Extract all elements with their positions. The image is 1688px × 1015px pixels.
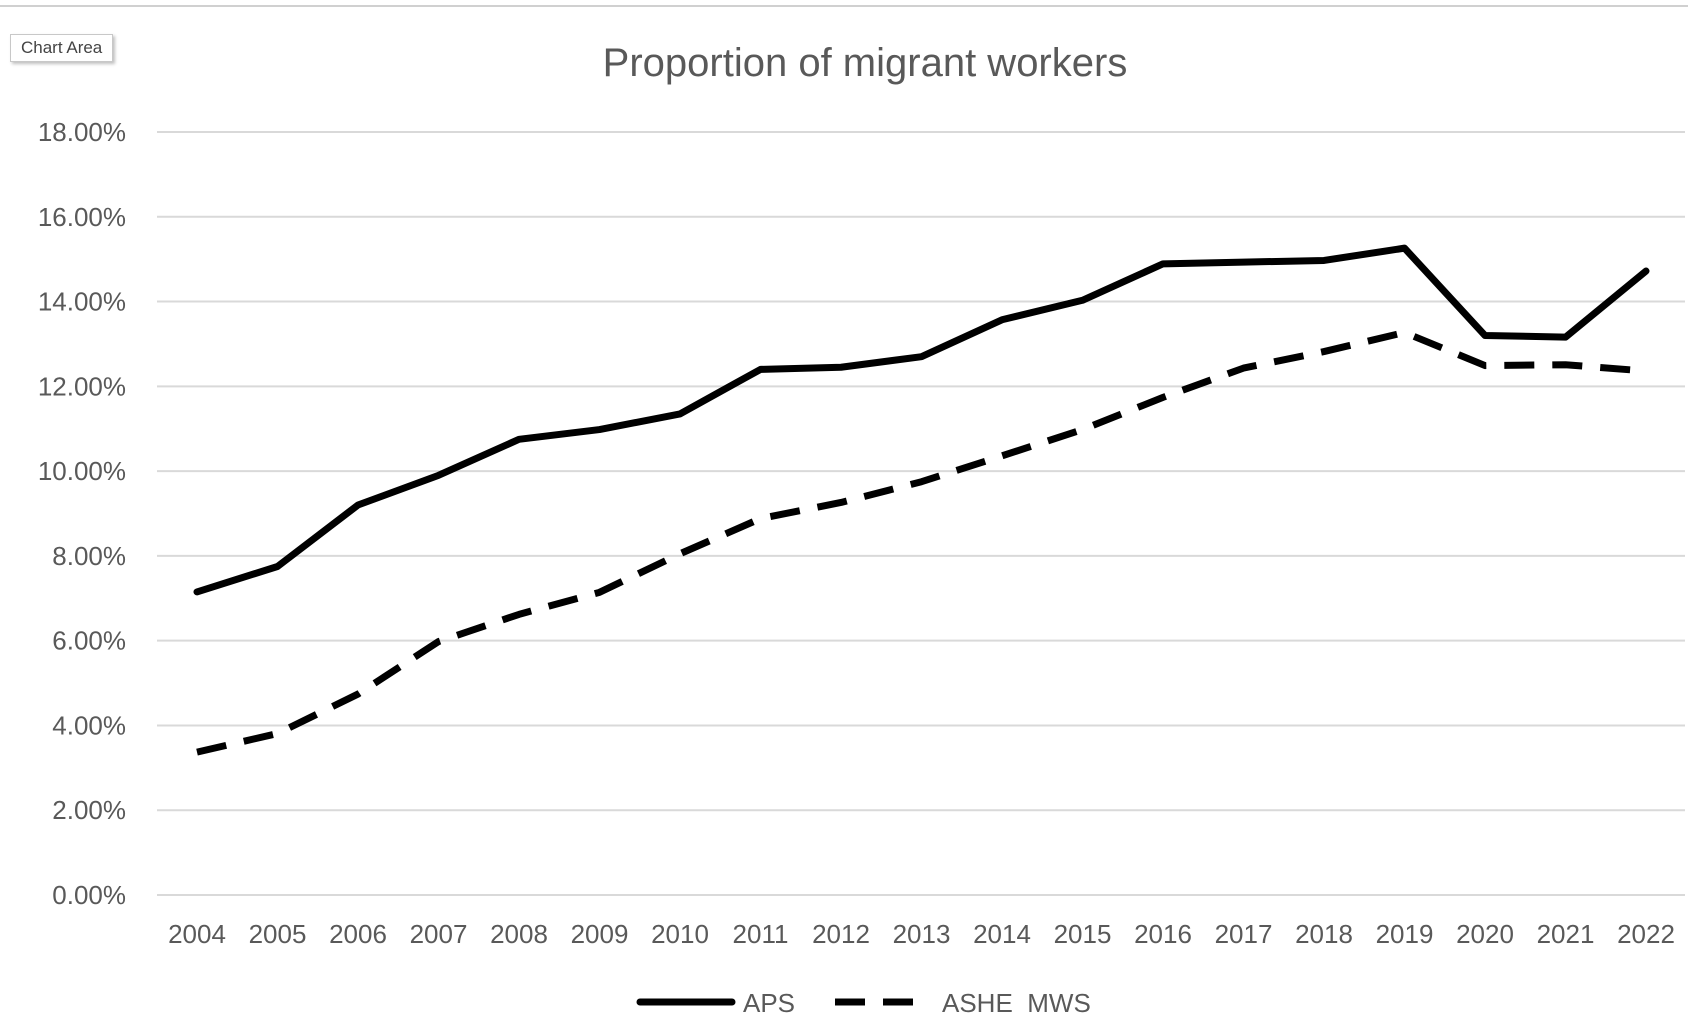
x-tick-label: 2014 — [973, 919, 1031, 949]
x-tick-label: 2011 — [733, 919, 789, 949]
y-axis-tick-labels: 0.00% 2.00% 4.00% 6.00% 8.00% 10.00% 12.00% 14.… — [38, 117, 126, 910]
x-tick-label: 2015 — [1054, 919, 1112, 949]
x-tick-label: 2018 — [1295, 919, 1353, 949]
x-tick-label: 2013 — [893, 919, 951, 949]
y-tick-label: 12.00% — [38, 371, 126, 401]
y-tick-label: 14.00% — [38, 287, 126, 317]
legend-label-ashe-mws: ASHE_MWS — [942, 988, 1091, 1015]
y-tick-label: 0.00% — [52, 880, 126, 910]
x-tick-label: 2009 — [571, 919, 629, 949]
x-tick-label: 2010 — [651, 919, 709, 949]
y-tick-label: 18.00% — [38, 117, 126, 147]
x-tick-label: 2021 — [1537, 919, 1595, 949]
y-tick-label: 4.00% — [52, 710, 126, 740]
gridlines — [157, 131, 1685, 896]
series-line-aps[interactable] — [193, 244, 1650, 596]
y-tick-label: 2.00% — [52, 795, 126, 825]
x-tick-label: 2017 — [1215, 919, 1273, 949]
y-tick-label: 10.00% — [38, 456, 126, 486]
x-tick-label: 2019 — [1376, 919, 1434, 949]
x-tick-label: 2012 — [812, 919, 870, 949]
y-tick-label: 8.00% — [52, 541, 126, 571]
x-tick-label: 2008 — [490, 919, 548, 949]
series-line-ashe-mws[interactable] — [196, 328, 1647, 756]
x-tick-label: 2006 — [329, 919, 387, 949]
x-tick-label: 2005 — [249, 919, 307, 949]
x-tick-label: 2020 — [1456, 919, 1514, 949]
chart-area-tooltip: Chart Area — [10, 34, 114, 62]
chart-title: Proportion of migrant workers — [603, 41, 1128, 85]
x-tick-label: 2007 — [410, 919, 468, 949]
x-axis-tick-labels: 2004 2005 2006 2007 2008 2009 2010 2011 2012 2013… — [168, 919, 1675, 949]
legend-label-aps: APS — [743, 988, 795, 1015]
y-tick-label: 16.00% — [38, 202, 126, 232]
y-tick-label: 6.00% — [52, 626, 126, 656]
legend[interactable]: APS ASHE_MWS — [636, 988, 1091, 1015]
x-tick-label: 2016 — [1134, 919, 1192, 949]
x-tick-label: 2004 — [168, 919, 226, 949]
x-tick-label: 2022 — [1617, 919, 1675, 949]
series-lines — [193, 244, 1650, 756]
